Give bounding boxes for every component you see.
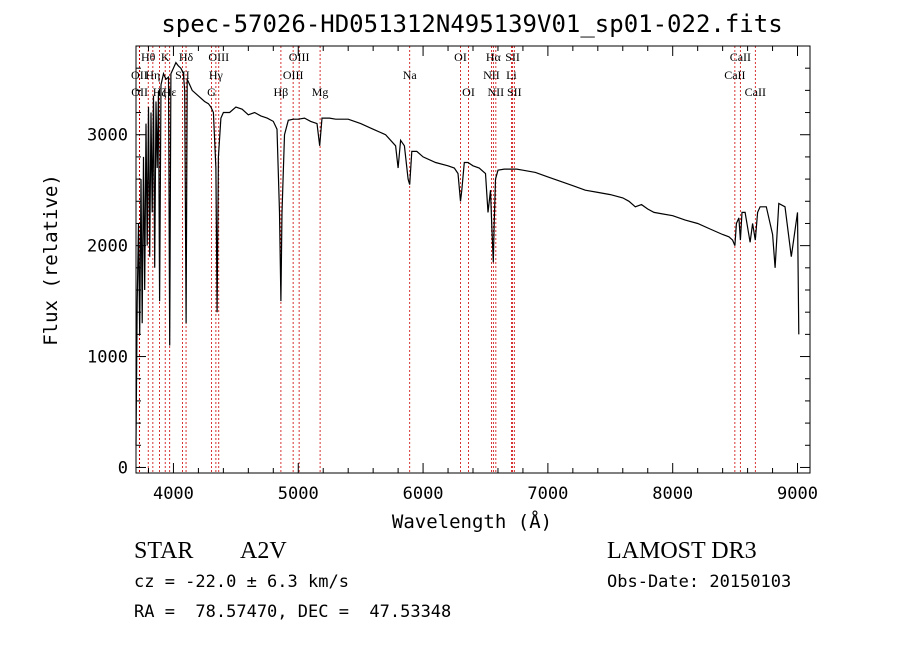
line-label: CaII bbox=[724, 68, 745, 82]
chart-title: spec-57026-HD051312N495139V01_sp01-022.f… bbox=[161, 10, 782, 38]
line-label: SII bbox=[507, 85, 522, 99]
x-tick-label: 5000 bbox=[278, 484, 319, 504]
line-label: OIII bbox=[289, 50, 310, 64]
line-label: SII bbox=[175, 68, 190, 82]
line-label: OIII bbox=[283, 68, 304, 82]
x-tick-label: 8000 bbox=[652, 484, 693, 504]
observation-date: Obs-Date: 20150103 bbox=[607, 572, 792, 592]
line-label: CaII bbox=[730, 50, 751, 64]
y-tick-label: 0 bbox=[118, 458, 128, 478]
x-axis-ticks: 4000 5000 6000 7000 8000 9000 bbox=[147, 46, 818, 504]
x-tick-label: 7000 bbox=[527, 484, 568, 504]
x-tick-label: 4000 bbox=[153, 484, 194, 504]
object-class: STAR bbox=[134, 538, 194, 564]
line-label: Hζ bbox=[153, 85, 167, 99]
line-label: Li bbox=[506, 68, 517, 82]
line-label: Mg bbox=[312, 85, 329, 99]
line-label: Na bbox=[403, 68, 418, 82]
x-tick-label: 9000 bbox=[777, 484, 818, 504]
line-label: SII bbox=[505, 50, 520, 64]
line-label: Hα bbox=[486, 50, 502, 64]
line-label: OI bbox=[454, 50, 467, 64]
line-label: Hθ bbox=[141, 50, 156, 64]
survey-name: LAMOST DR3 bbox=[607, 538, 757, 564]
line-label: NII bbox=[488, 85, 505, 99]
coordinates: RA = 78.57470, DEC = 47.53348 bbox=[134, 602, 452, 622]
line-label: Hη bbox=[145, 68, 160, 82]
x-axis-label: Wavelength (Å) bbox=[392, 510, 552, 533]
y-axis-ticks: 0 1000 2000 3000 bbox=[87, 67, 810, 478]
x-tick-label: 6000 bbox=[403, 484, 444, 504]
line-label: G bbox=[207, 85, 216, 99]
line-label: Hγ bbox=[209, 68, 224, 82]
line-label: K bbox=[161, 50, 170, 64]
line-label: OIII bbox=[208, 50, 229, 64]
y-tick-label: 2000 bbox=[87, 237, 128, 257]
line-label: Hδ bbox=[179, 50, 194, 64]
y-tick-label: 3000 bbox=[87, 126, 128, 146]
line-label: OII bbox=[131, 85, 148, 99]
redshift-info: cz = -22.0 ± 6.3 km/s bbox=[134, 572, 349, 592]
line-label: Hβ bbox=[274, 85, 289, 99]
plot-frame bbox=[135, 45, 811, 474]
line-label: Hε bbox=[163, 85, 177, 99]
line-label: OI bbox=[462, 85, 475, 99]
line-label: NII bbox=[483, 68, 500, 82]
y-axis-label: Flux (relative) bbox=[40, 174, 62, 346]
object-subclass: A2V bbox=[240, 538, 287, 564]
spectrum-line bbox=[135, 61, 800, 446]
y-tick-label: 1000 bbox=[87, 348, 128, 368]
line-label: OII bbox=[131, 68, 148, 82]
line-label: CaII bbox=[745, 85, 766, 99]
